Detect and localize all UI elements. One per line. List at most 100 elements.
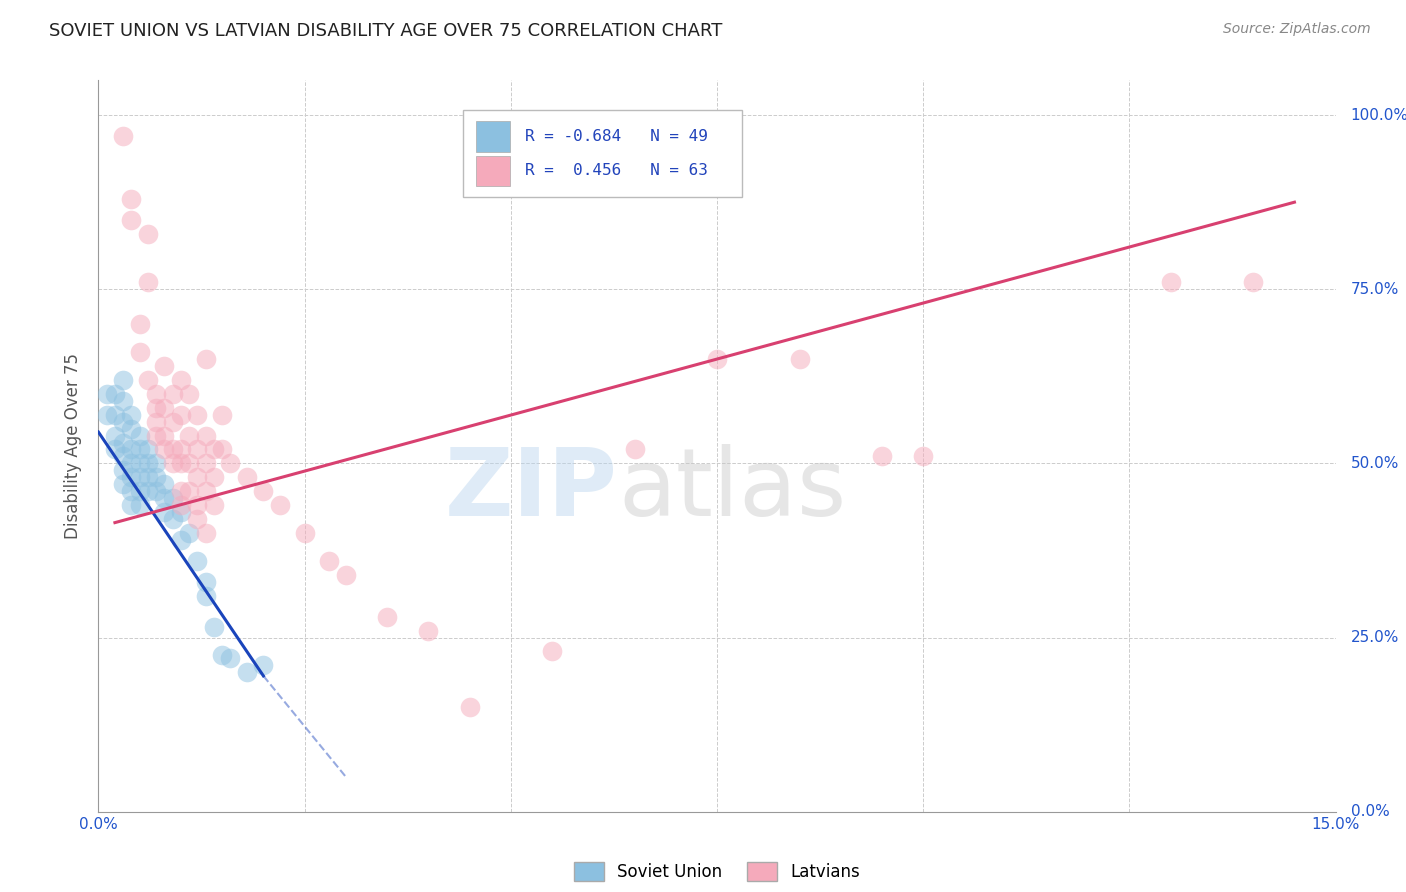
Point [162, 491, 184, 506]
Point [162, 386, 184, 401]
Point [318, 554, 340, 568]
Point [128, 470, 150, 484]
Point [96, 386, 118, 401]
Point [112, 373, 135, 387]
Point [236, 665, 259, 680]
Point [186, 408, 208, 422]
Point [120, 421, 142, 435]
Point [870, 450, 893, 464]
Point [112, 415, 135, 429]
Point [145, 428, 167, 442]
Point [194, 484, 217, 499]
Point [211, 648, 233, 662]
Point [120, 498, 142, 512]
Point [128, 457, 150, 471]
Point [120, 457, 142, 471]
Point [128, 442, 150, 457]
Point [202, 442, 225, 457]
Point [219, 651, 242, 665]
Point [153, 477, 176, 491]
Point [194, 428, 217, 442]
Point [202, 498, 225, 512]
Point [112, 435, 135, 450]
Point [153, 505, 176, 519]
Point [162, 512, 184, 526]
Point [219, 457, 242, 471]
Point [136, 227, 159, 241]
Point [128, 317, 150, 331]
Point [128, 484, 150, 499]
Point [170, 408, 193, 422]
Point [186, 442, 208, 457]
Point [162, 442, 184, 457]
Point [120, 192, 142, 206]
Text: atlas: atlas [619, 444, 846, 536]
Point [1160, 275, 1182, 289]
Point [128, 428, 150, 442]
Point [120, 484, 142, 499]
Point [104, 408, 127, 422]
Text: SOVIET UNION VS LATVIAN DISABILITY AGE OVER 75 CORRELATION CHART: SOVIET UNION VS LATVIAN DISABILITY AGE O… [49, 22, 723, 40]
Point [294, 526, 316, 541]
Point [179, 484, 201, 499]
Point [120, 470, 142, 484]
Point [136, 442, 159, 457]
Point [1241, 275, 1264, 289]
Point [145, 457, 167, 471]
Point [170, 442, 193, 457]
Point [112, 477, 135, 491]
Bar [475, 121, 510, 152]
Point [202, 620, 225, 634]
Point [170, 505, 193, 519]
Point [136, 275, 159, 289]
Point [211, 442, 233, 457]
Point [458, 700, 481, 714]
Point [112, 463, 135, 477]
Point [252, 658, 274, 673]
Point [153, 442, 176, 457]
Point [145, 401, 167, 415]
Point [128, 498, 150, 512]
Point [194, 589, 217, 603]
Point [120, 408, 142, 422]
Point [136, 373, 159, 387]
Point [120, 212, 142, 227]
Point [236, 470, 259, 484]
Point [104, 386, 127, 401]
Point [96, 408, 118, 422]
Text: 25.0%: 25.0% [1351, 630, 1399, 645]
Point [269, 498, 291, 512]
Point [706, 351, 728, 366]
Point [170, 498, 193, 512]
Text: R =  0.456   N = 63: R = 0.456 N = 63 [526, 163, 709, 178]
Point [186, 498, 208, 512]
Point [153, 359, 176, 373]
Point [418, 624, 440, 638]
Point [120, 442, 142, 457]
Text: 50.0%: 50.0% [1351, 456, 1399, 471]
Point [170, 457, 193, 471]
Point [375, 609, 398, 624]
Point [202, 470, 225, 484]
Point [252, 484, 274, 499]
Point [170, 533, 193, 547]
Point [179, 428, 201, 442]
Point [186, 512, 208, 526]
Point [179, 386, 201, 401]
Point [194, 574, 217, 589]
Point [170, 373, 193, 387]
Point [335, 567, 357, 582]
Point [145, 470, 167, 484]
Point [912, 450, 935, 464]
Point [170, 484, 193, 499]
Point [153, 401, 176, 415]
Point [104, 442, 127, 457]
Point [112, 393, 135, 408]
Point [145, 386, 167, 401]
Text: 100.0%: 100.0% [1351, 108, 1406, 122]
Point [136, 470, 159, 484]
Point [162, 457, 184, 471]
Point [194, 457, 217, 471]
Point [136, 457, 159, 471]
Point [153, 428, 176, 442]
